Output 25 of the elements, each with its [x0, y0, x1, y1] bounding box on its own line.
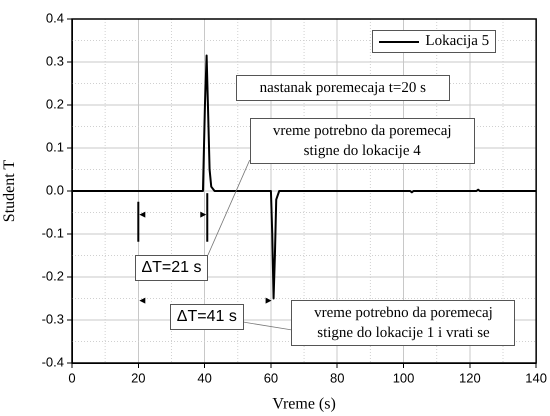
x-tick-label: 140: [525, 370, 548, 386]
annotation: vreme potrebno da poremecaj stigne do lokacije 1 i vrati se: [291, 300, 516, 346]
annotation: vreme potrebno da poremecaj stigne do lokacije 4: [250, 118, 475, 164]
x-tick-label: 80: [330, 370, 344, 386]
y-tick-label: -0.4: [42, 354, 64, 370]
x-tick-label: 0: [68, 370, 76, 386]
y-tick-label: 0.1: [46, 140, 64, 155]
y-tick-label: -0.1: [42, 226, 64, 241]
annotation: nastanak poremecaja t=20 s: [236, 74, 450, 101]
y-tick-label: 0.4: [46, 10, 64, 26]
y-tick-label: 0.3: [46, 54, 64, 69]
x-tick-label: 60: [264, 370, 278, 386]
x-tick-label: 100: [392, 370, 414, 386]
x-tick-label: 40: [197, 370, 212, 386]
annotation: ΔT=21 s: [134, 255, 208, 282]
y-tick-label: -0.3: [42, 312, 64, 327]
y-tick-label: -0.2: [42, 268, 64, 284]
y-tick-label: 0.2: [46, 96, 64, 112]
legend-label: Lokacija 5: [425, 33, 490, 50]
y-axis-title: Student T: [0, 160, 18, 222]
x-tick-label: 120: [458, 370, 481, 386]
x-axis-title: Vreme (s): [272, 396, 336, 413]
x-tick-label: 20: [131, 370, 146, 386]
annotation: ΔT=41 s: [170, 304, 244, 330]
y-tick-label: 0.0: [46, 182, 64, 198]
